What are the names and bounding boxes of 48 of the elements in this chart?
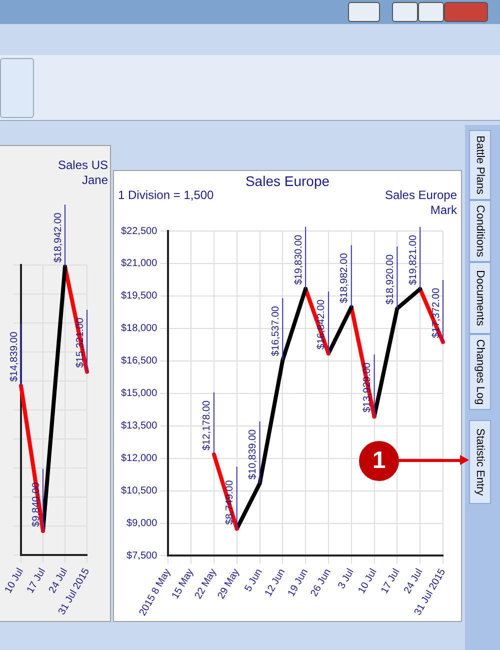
x-tick-label: 10 Jul	[3, 566, 26, 596]
text: Statistic Entry	[474, 428, 486, 496]
y-tick-label: $10,500	[120, 486, 158, 497]
y-tick-label: $7,500	[126, 550, 158, 562]
data-label: $18,942.00	[52, 212, 64, 263]
text: Battle Plans	[474, 136, 486, 194]
data-label: $18,920.00	[384, 254, 396, 305]
data-label: $18,982.00	[339, 252, 350, 304]
y-tick-label: $12,000	[120, 453, 158, 464]
data-label: $8,749.00	[224, 480, 236, 525]
x-tick-label: 5 Jun	[242, 567, 265, 594]
annotation: 1	[358, 440, 400, 482]
y-tick-label: $15,000	[120, 388, 158, 400]
chart-title: Sales Europe	[245, 173, 330, 189]
data-label: $9,840.00	[30, 482, 42, 527]
data-label: $12,178.00	[202, 400, 213, 450]
data-label: $19,821.00	[408, 234, 419, 285]
text: Sales US Jane	[58, 158, 108, 188]
y-tick-label: $13,500	[120, 420, 158, 432]
y-tick-label: $9,000	[126, 518, 158, 530]
data-label: $16,842.00	[316, 299, 328, 350]
chart-title: Sales Europe	[384, 188, 457, 202]
x-tick-label: 19 Jun	[286, 567, 311, 599]
data-label: $16,537.00	[270, 306, 282, 356]
y-tick-label: $18,000	[120, 323, 158, 334]
x-tick-label: 3 Jul	[336, 567, 356, 591]
data-label: $14,839.00	[8, 331, 20, 382]
y-tick-label: $16,500	[120, 356, 158, 367]
y-tick-label: $21,000	[120, 258, 158, 270]
text: Changes Log	[474, 339, 486, 405]
data-label: $17,372.00	[430, 288, 442, 338]
x-tick-label: 12 Jun	[263, 567, 288, 599]
x-tick-label: 24 Jul	[402, 567, 426, 596]
text: Documents	[474, 270, 486, 326]
x-tick-label: 17 Jul	[25, 566, 48, 596]
y-tick-label: $19,500	[120, 290, 158, 302]
text: Mark	[430, 203, 457, 217]
data-label: $13,929.00	[362, 362, 374, 413]
x-tick-label: 17 Jul	[379, 567, 402, 596]
data-label: $19,830.00	[293, 234, 304, 285]
x-tick-label: 24 Jul	[47, 566, 70, 596]
text: 1 Division = 1,500	[118, 188, 214, 202]
data-label: $10,839.00	[248, 428, 259, 480]
y-tick-label: $22,500	[120, 226, 158, 237]
x-tick-label: 26 Jun	[308, 567, 334, 599]
text: Conditions	[474, 205, 486, 257]
x-tick-label: 10 Jul	[356, 567, 380, 596]
data-label: $15,321.00	[74, 317, 86, 368]
